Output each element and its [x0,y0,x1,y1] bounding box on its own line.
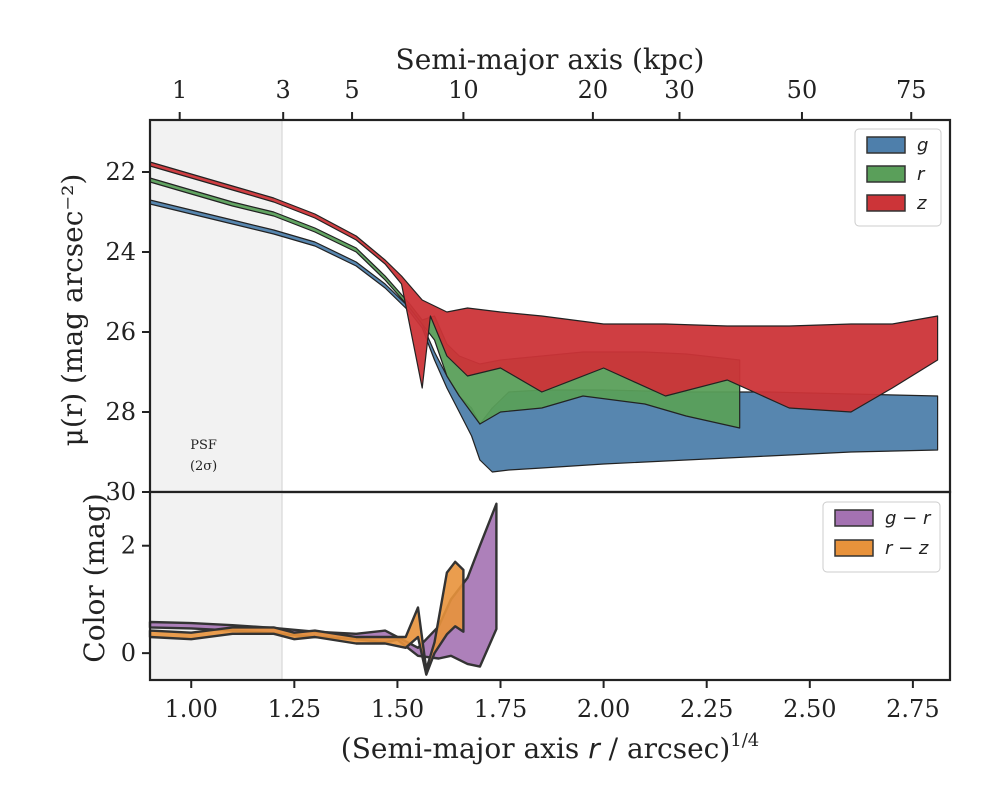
y-axis-title-color: Color (mag) [78,493,111,662]
y-tick-label-30: 30 [105,478,136,506]
kpc-tick-label-30: 30 [664,76,695,104]
color-y-axis-ticks: 02 [121,532,150,667]
kpc-tick-label-75: 75 [896,76,927,104]
kpc-tick-label-1: 1 [172,76,187,104]
band-rz [148,560,465,676]
color-legend-label-rz: r − z [885,538,929,559]
color-panel-frame [148,490,952,682]
top-kpc-axis-ticks: 1 3 5 10 20 30 50 75 [172,76,927,120]
x-axis-ticks: 1.00 1.25 1.50 1.75 2.00 2.25 2.50 2.75 [165,680,940,723]
color-legend-swatch-gr [834,509,874,527]
y-axis-ticks: 22 24 26 28 30 [105,158,150,506]
y-tick-label-28: 28 [105,398,136,426]
sb-legend-label-z: z [916,193,927,214]
color-legend-label-gr: g − r [885,508,932,529]
psf-label: PSF [190,438,217,453]
legend-color: g − r r − z [822,501,941,573]
x-tick-label-2.00: 2.00 [577,695,630,723]
x-axis-title: (Semi-major axis r / arcsec)1/4 [341,730,759,765]
sb-legend-swatch-z [866,194,906,212]
kpc-tick-label-50: 50 [787,76,818,104]
sb-legend-swatch-g [866,136,906,154]
sb-legend-label-r: r [917,164,926,185]
color-y-tick-label-2: 2 [121,532,136,560]
psf-shaded-region [150,120,282,492]
y-axis-title-surface-brightness: μ(r) (mag arcsec⁻²) [56,174,89,447]
kpc-tick-label-20: 20 [578,76,609,104]
x-tick-label-2.25: 2.25 [680,695,733,723]
color-legend-swatch-rz [834,539,874,557]
kpc-tick-label-10: 10 [448,76,479,104]
kpc-tick-label-5: 5 [344,76,359,104]
x-tick-label-1.50: 1.50 [371,695,424,723]
color-y-tick-label-0: 0 [121,639,136,667]
color-panel: 02 1.00 1.25 1.50 1.75 2.00 2.25 2.50 2.75 Colo… [78,490,952,765]
sb-legend-label-g: g [917,135,928,156]
y-tick-label-26: 26 [105,318,136,346]
x-tick-label-2.50: 2.50 [783,695,836,723]
x-tick-label-2.75: 2.75 [886,695,939,723]
top-axis-title: Semi-major axis (kpc) [396,43,705,76]
x-tick-label-1.00: 1.00 [165,695,218,723]
psf-sigma-label: (2σ) [190,459,217,474]
legend-surface-brightness: grz [854,128,942,227]
kpc-tick-label-3: 3 [276,76,291,104]
psf-shaded-region-color [150,492,282,680]
x-tick-label-1.25: 1.25 [268,695,321,723]
band-z [149,161,939,413]
x-tick-label-1.75: 1.75 [474,695,527,723]
y-tick-label-22: 22 [105,158,136,186]
sb-legend-swatch-r [866,165,906,183]
surface-brightness-bands [149,161,939,473]
y-tick-label-24: 24 [105,238,136,266]
color-bands [148,502,498,676]
